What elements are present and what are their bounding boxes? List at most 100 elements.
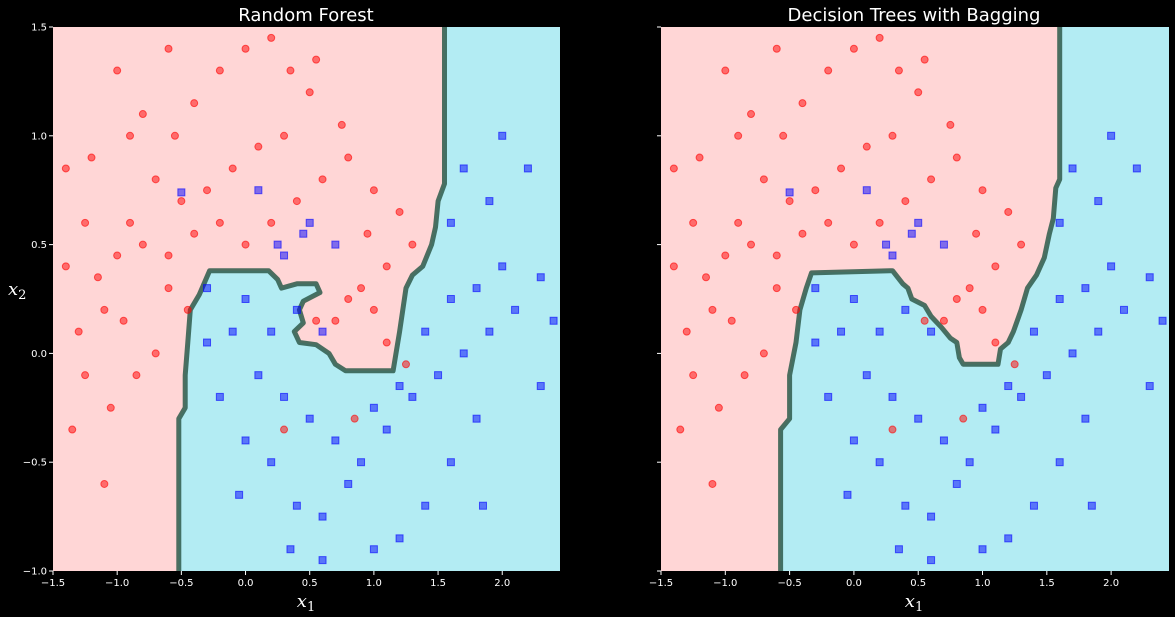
data-point-class1 xyxy=(382,425,391,434)
data-point-class1 xyxy=(875,458,884,467)
data-point-class1 xyxy=(952,479,961,488)
data-point-class0 xyxy=(363,229,372,238)
data-point-class0 xyxy=(305,88,314,97)
y-axis-ticks: −1.0 −0.5 0.0 0.5 1.0 1.5 xyxy=(23,23,53,578)
data-point-class1 xyxy=(882,240,891,249)
data-point-class1 xyxy=(299,229,308,238)
x-tick-label: −0.5 xyxy=(777,578,801,589)
data-point-class1 xyxy=(395,382,404,391)
x-axis-label-base: x xyxy=(297,591,307,612)
data-point-class0 xyxy=(357,284,366,293)
data-point-class0 xyxy=(215,66,224,75)
data-point-class1 xyxy=(280,251,289,260)
data-point-class1 xyxy=(1119,305,1128,314)
data-point-class1 xyxy=(267,458,276,467)
data-point-class1 xyxy=(927,556,936,565)
data-point-class0 xyxy=(708,479,717,488)
data-point-class0 xyxy=(344,295,353,303)
data-point-class1 xyxy=(1132,164,1141,173)
data-point-class0 xyxy=(875,218,884,227)
data-point-class0 xyxy=(241,44,250,53)
data-point-class1 xyxy=(241,436,250,445)
data-point-class0 xyxy=(74,327,83,336)
data-point-class1 xyxy=(1158,316,1167,325)
data-point-class0 xyxy=(203,186,212,195)
data-point-class1 xyxy=(235,490,244,499)
data-point-class1 xyxy=(1068,349,1077,358)
data-point-class0 xyxy=(952,153,961,162)
data-point-class0 xyxy=(119,316,128,325)
y-axis-label: x2 xyxy=(8,279,26,303)
chart-title: Decision Trees with Bagging xyxy=(788,5,1041,26)
data-point-class1 xyxy=(1029,327,1038,336)
data-point-class1 xyxy=(1081,414,1090,423)
data-point-class1 xyxy=(478,501,487,510)
data-point-class0 xyxy=(772,44,781,53)
y-tick-label: 0.5 xyxy=(31,240,47,251)
data-point-class1 xyxy=(318,556,327,565)
chart-title: Random Forest xyxy=(238,5,373,26)
data-point-class1 xyxy=(978,545,987,554)
data-point-class0 xyxy=(312,55,321,64)
data-point-class1 xyxy=(927,512,936,521)
data-point-class0 xyxy=(61,164,70,173)
data-point-class0 xyxy=(727,316,736,325)
data-point-class1 xyxy=(228,327,237,336)
y-axis-ticks xyxy=(657,26,661,572)
data-point-class0 xyxy=(113,251,122,260)
data-point-class1 xyxy=(395,534,404,543)
data-point-class1 xyxy=(408,392,417,401)
data-point-class0 xyxy=(215,218,224,227)
y-tick-label: −1.0 xyxy=(23,567,47,578)
data-point-class0 xyxy=(87,153,96,162)
data-point-class1 xyxy=(888,251,897,260)
x-axis-ticks: −1.5 −1.0 −0.5 0.0 0.5 1.0 1.5 2.0 xyxy=(41,571,510,589)
data-point-class1 xyxy=(907,229,916,238)
data-point-class0 xyxy=(682,327,691,336)
data-point-class0 xyxy=(68,425,77,434)
data-point-class1 xyxy=(280,392,289,401)
data-point-class0 xyxy=(721,251,730,260)
data-point-class0 xyxy=(286,66,295,75)
data-point-class1 xyxy=(862,371,871,380)
data-point-class0 xyxy=(747,240,756,249)
data-point-class1 xyxy=(344,479,353,488)
data-point-class0 xyxy=(183,305,192,314)
data-point-class0 xyxy=(100,305,109,314)
data-point-class0 xyxy=(100,479,109,488)
data-point-class0 xyxy=(965,284,974,293)
data-point-class1 xyxy=(1068,164,1077,173)
data-point-class1 xyxy=(1055,218,1064,227)
data-point-class0 xyxy=(81,218,90,227)
decision-boundary xyxy=(778,27,1063,571)
data-point-class1 xyxy=(331,436,340,445)
data-point-class1 xyxy=(785,188,794,197)
data-point-class1 xyxy=(1017,392,1026,401)
data-point-class1 xyxy=(203,338,212,347)
data-point-class0 xyxy=(151,175,160,184)
data-point-class1 xyxy=(549,316,558,325)
x-tick-label: −1.0 xyxy=(713,578,737,589)
data-point-class0 xyxy=(331,316,340,325)
data-point-class1 xyxy=(434,371,443,380)
data-point-class0 xyxy=(946,120,955,129)
data-point-class0 xyxy=(811,186,820,195)
data-point-class1 xyxy=(1042,371,1051,380)
data-point-class0 xyxy=(1004,207,1013,216)
data-point-class0 xyxy=(792,305,801,314)
data-point-class0 xyxy=(267,33,276,42)
data-point-class1 xyxy=(485,327,494,336)
data-point-class0 xyxy=(318,175,327,184)
data-point-class0 xyxy=(772,251,781,260)
data-point-class0 xyxy=(939,316,948,325)
data-point-class1 xyxy=(459,349,468,358)
data-point-class0 xyxy=(875,33,884,42)
data-point-class0 xyxy=(862,142,871,151)
data-point-class0 xyxy=(888,131,897,140)
data-point-class0 xyxy=(849,240,858,249)
data-point-class0 xyxy=(138,110,147,119)
data-point-class1 xyxy=(472,284,481,293)
data-point-class0 xyxy=(888,425,897,434)
data-point-class1 xyxy=(1029,501,1038,510)
data-point-class1 xyxy=(203,284,212,293)
